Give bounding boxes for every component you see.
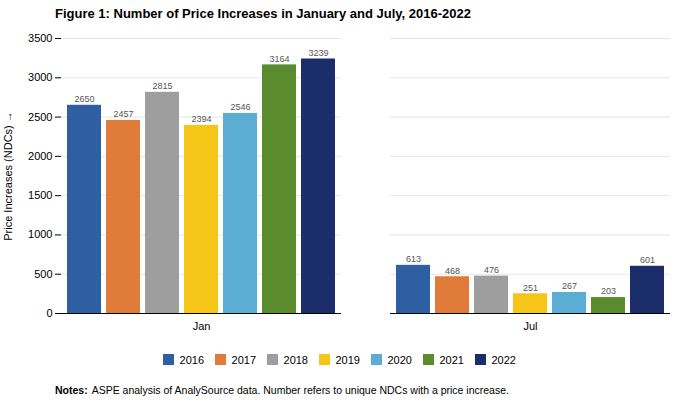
html-text:2021: 2021	[439, 353, 464, 366]
svg-text:2815: 2815	[152, 81, 172, 91]
svg-text:3000: 3000	[28, 71, 52, 83]
html-text:2022: 2022	[491, 353, 516, 366]
svg-text:Jul: Jul	[523, 320, 537, 332]
svg-text:2000: 2000	[28, 150, 52, 162]
svg-text:267: 267	[562, 281, 577, 291]
html-text:2016: 2016	[179, 353, 204, 366]
html-text:Notes: ASPE analysis of AnalyS: Notes: ASPE analysis of AnalySource data…	[55, 383, 509, 396]
svg-text:Jan: Jan	[193, 320, 211, 332]
svg-text:2546: 2546	[230, 102, 250, 112]
svg-text:601: 601	[640, 255, 655, 265]
html-text:2019: 2019	[335, 353, 360, 366]
svg-text:Price Increases (NDCs) →: Price Increases (NDCs) →	[2, 111, 14, 241]
svg-text:251: 251	[523, 283, 538, 293]
svg-text:2457: 2457	[113, 109, 133, 119]
html-text:Figure 1: Number of Price Incr: Figure 1: Number of Price Increases in J…	[55, 6, 471, 21]
svg-text:2500: 2500	[28, 111, 52, 123]
svg-text:468: 468	[445, 266, 460, 276]
svg-text:613: 613	[406, 254, 421, 264]
svg-text:1000: 1000	[28, 228, 52, 240]
svg-text:0: 0	[46, 307, 52, 319]
svg-text:500: 500	[34, 268, 52, 280]
svg-text:3239: 3239	[308, 48, 328, 58]
html-text:2020: 2020	[387, 353, 412, 366]
html-text:2018: 2018	[283, 353, 308, 366]
svg-text:2650: 2650	[74, 94, 94, 104]
svg-text:476: 476	[484, 265, 499, 275]
svg-text:3164: 3164	[269, 54, 289, 64]
svg-text:1500: 1500	[28, 189, 52, 201]
html-text:2017: 2017	[231, 353, 256, 366]
svg-text:3500: 3500	[28, 32, 52, 44]
svg-text:203: 203	[601, 286, 616, 296]
svg-text:2394: 2394	[191, 114, 211, 124]
